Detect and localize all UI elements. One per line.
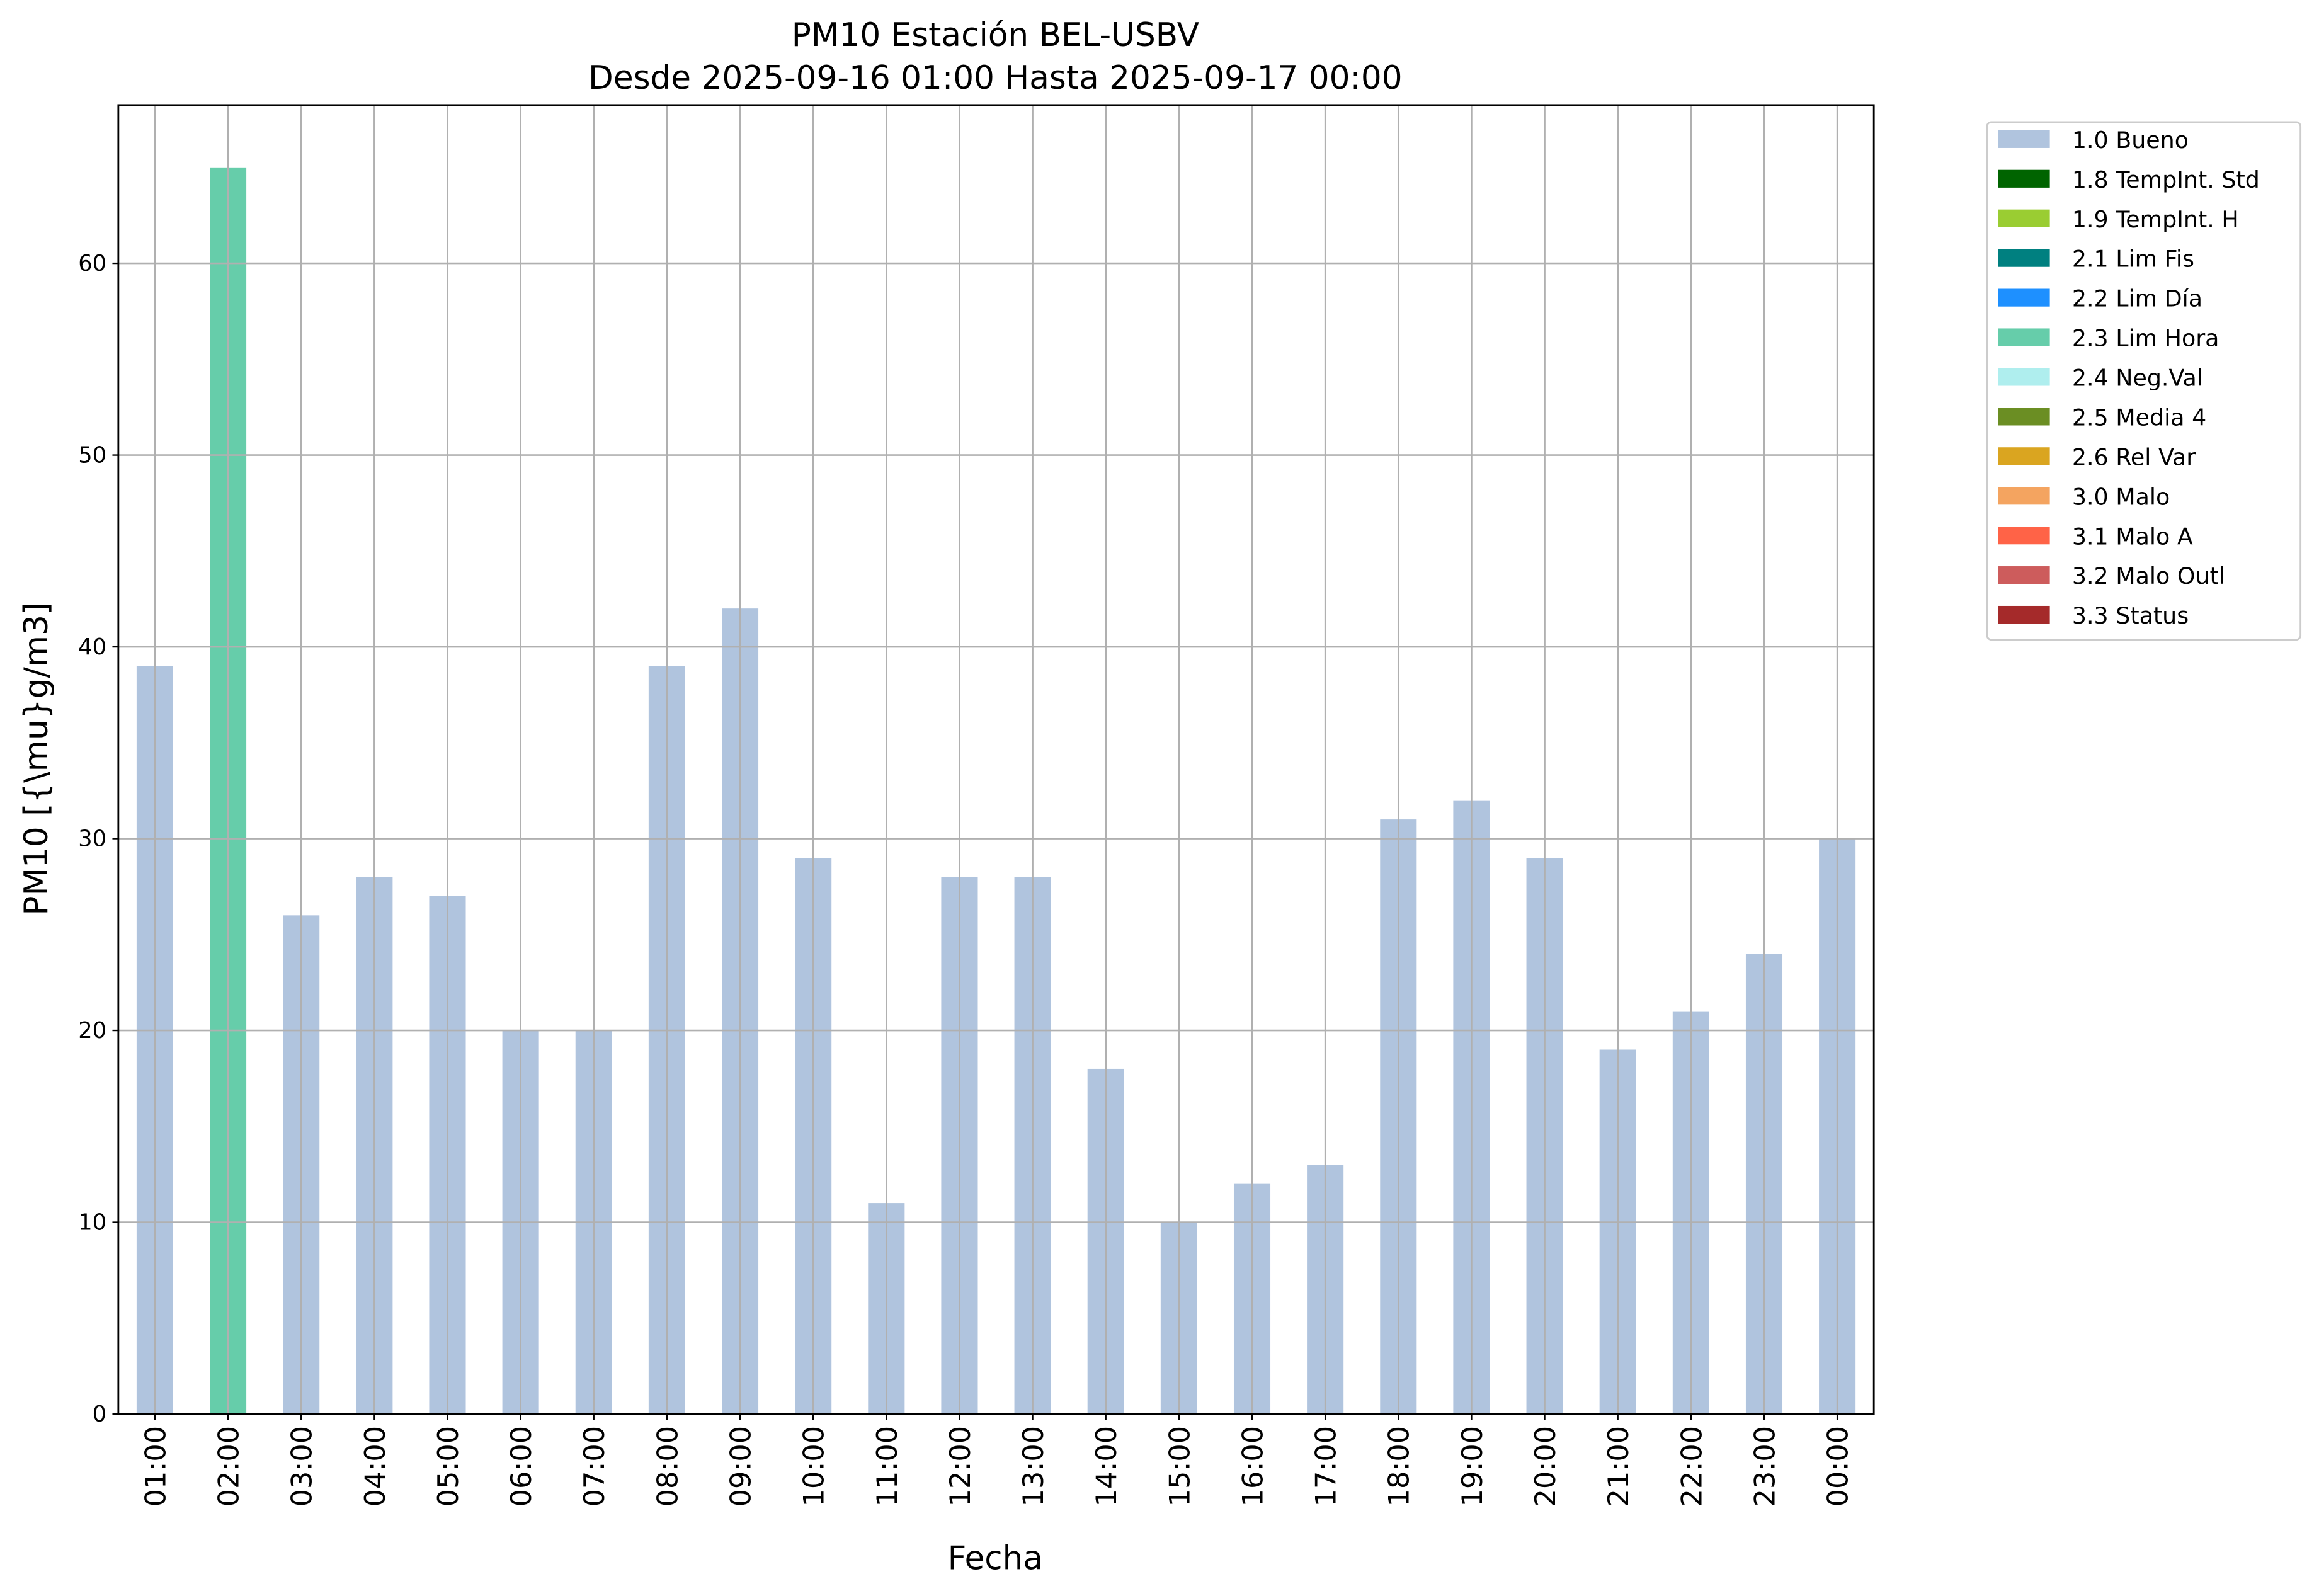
legend-label: 2.1 Lim Fis — [2072, 246, 2194, 273]
legend-label: 1.9 TempInt. H — [2072, 206, 2239, 233]
plot-frame — [117, 104, 1875, 1415]
legend: 1.0 Bueno 1.8 TempInt. Std 1.9 TempInt. H 2… — [1986, 121, 2302, 641]
legend-swatch — [1998, 288, 2050, 307]
legend-label: 2.2 Lim Día — [2072, 285, 2202, 312]
x-tick-label: 13:00 — [1017, 1426, 1050, 1507]
legend-swatch — [1998, 328, 2050, 346]
x-tick-label: 06:00 — [505, 1426, 538, 1507]
x-tick-label: 17:00 — [1310, 1426, 1343, 1507]
legend-label: 2.3 Lim Hora — [2072, 325, 2219, 352]
x-tick-label: 10:00 — [798, 1426, 831, 1507]
legend-label: 1.0 Bueno — [2072, 127, 2189, 154]
x-tick-label: 08:00 — [651, 1426, 684, 1507]
legend-label: 1.8 TempInt. Std — [2072, 166, 2260, 193]
x-axis-label: Fecha — [948, 1540, 1043, 1578]
x-tick-label: 19:00 — [1456, 1426, 1489, 1507]
y-tick-label: 50 — [78, 442, 106, 468]
legend-label: 2.4 Neg.Val — [2072, 365, 2203, 392]
x-tick-label: 11:00 — [871, 1426, 904, 1507]
y-tick-label: 40 — [78, 634, 106, 660]
bars — [136, 167, 1856, 1415]
legend-swatch — [1998, 249, 2050, 267]
x-tick-label: 03:00 — [286, 1426, 319, 1507]
legend-swatch — [1998, 487, 2050, 505]
legend-swatch — [1998, 169, 2050, 188]
x-axis: 01:00 02:00 03:00 04:00 05:00 06:00 07:00 08:00… — [139, 1414, 1855, 1507]
legend-label: 3.2 Malo Outl — [2072, 562, 2225, 590]
x-tick-label: 12:00 — [944, 1426, 977, 1507]
legend-swatch — [1998, 447, 2050, 465]
x-tick-label: 07:00 — [578, 1426, 611, 1507]
legend-label: 3.0 Malo — [2072, 483, 2170, 510]
legend-frame — [1986, 121, 2302, 641]
y-tick-label: 20 — [78, 1018, 106, 1044]
legend-label: 3.1 Malo A — [2072, 523, 2193, 550]
x-tick-label: 00:00 — [1822, 1426, 1855, 1507]
x-tick-label: 22:00 — [1675, 1426, 1708, 1507]
legend-label: 3.3 Status — [2072, 602, 2189, 629]
legend-swatch — [1998, 368, 2050, 386]
x-tick-label: 20:00 — [1529, 1426, 1562, 1507]
chart-title: PM10 Estación BEL-USBV — [792, 16, 1199, 54]
y-tick-label: 60 — [78, 251, 106, 276]
x-tick-label: 02:00 — [213, 1426, 246, 1507]
legend-swatch — [1998, 527, 2050, 545]
y-axis: 0 10 20 30 40 50 60 — [78, 251, 118, 1427]
x-tick-label: 01:00 — [139, 1426, 172, 1507]
legend-swatch — [1998, 408, 2050, 426]
x-tick-label: 16:00 — [1236, 1426, 1269, 1507]
x-tick-label: 05:00 — [432, 1426, 465, 1507]
legend-swatch — [1998, 130, 2050, 148]
legend-swatch — [1998, 209, 2050, 227]
legend-swatch — [1998, 566, 2050, 584]
x-tick-label: 09:00 — [724, 1426, 757, 1507]
legend-label: 2.6 Rel Var — [2072, 443, 2196, 470]
chart-subtitle: Desde 2025-09-16 01:00 Hasta 2025-09-17 … — [588, 59, 1403, 97]
y-tick-label: 30 — [78, 826, 106, 852]
x-tick-label: 04:00 — [359, 1426, 392, 1507]
x-tick-label: 18:00 — [1383, 1426, 1416, 1507]
y-axis-label: PM10 [{\mu}g/m3] — [18, 602, 55, 916]
y-tick-label: 0 — [93, 1401, 106, 1427]
legend-swatch — [1998, 605, 2050, 624]
legend-label: 2.5 Media 4 — [2072, 404, 2206, 431]
x-tick-label: 14:00 — [1090, 1426, 1123, 1507]
x-tick-label: 23:00 — [1748, 1426, 1781, 1507]
y-tick-label: 10 — [78, 1209, 106, 1235]
x-tick-label: 15:00 — [1163, 1426, 1196, 1507]
x-tick-label: 21:00 — [1602, 1426, 1635, 1507]
